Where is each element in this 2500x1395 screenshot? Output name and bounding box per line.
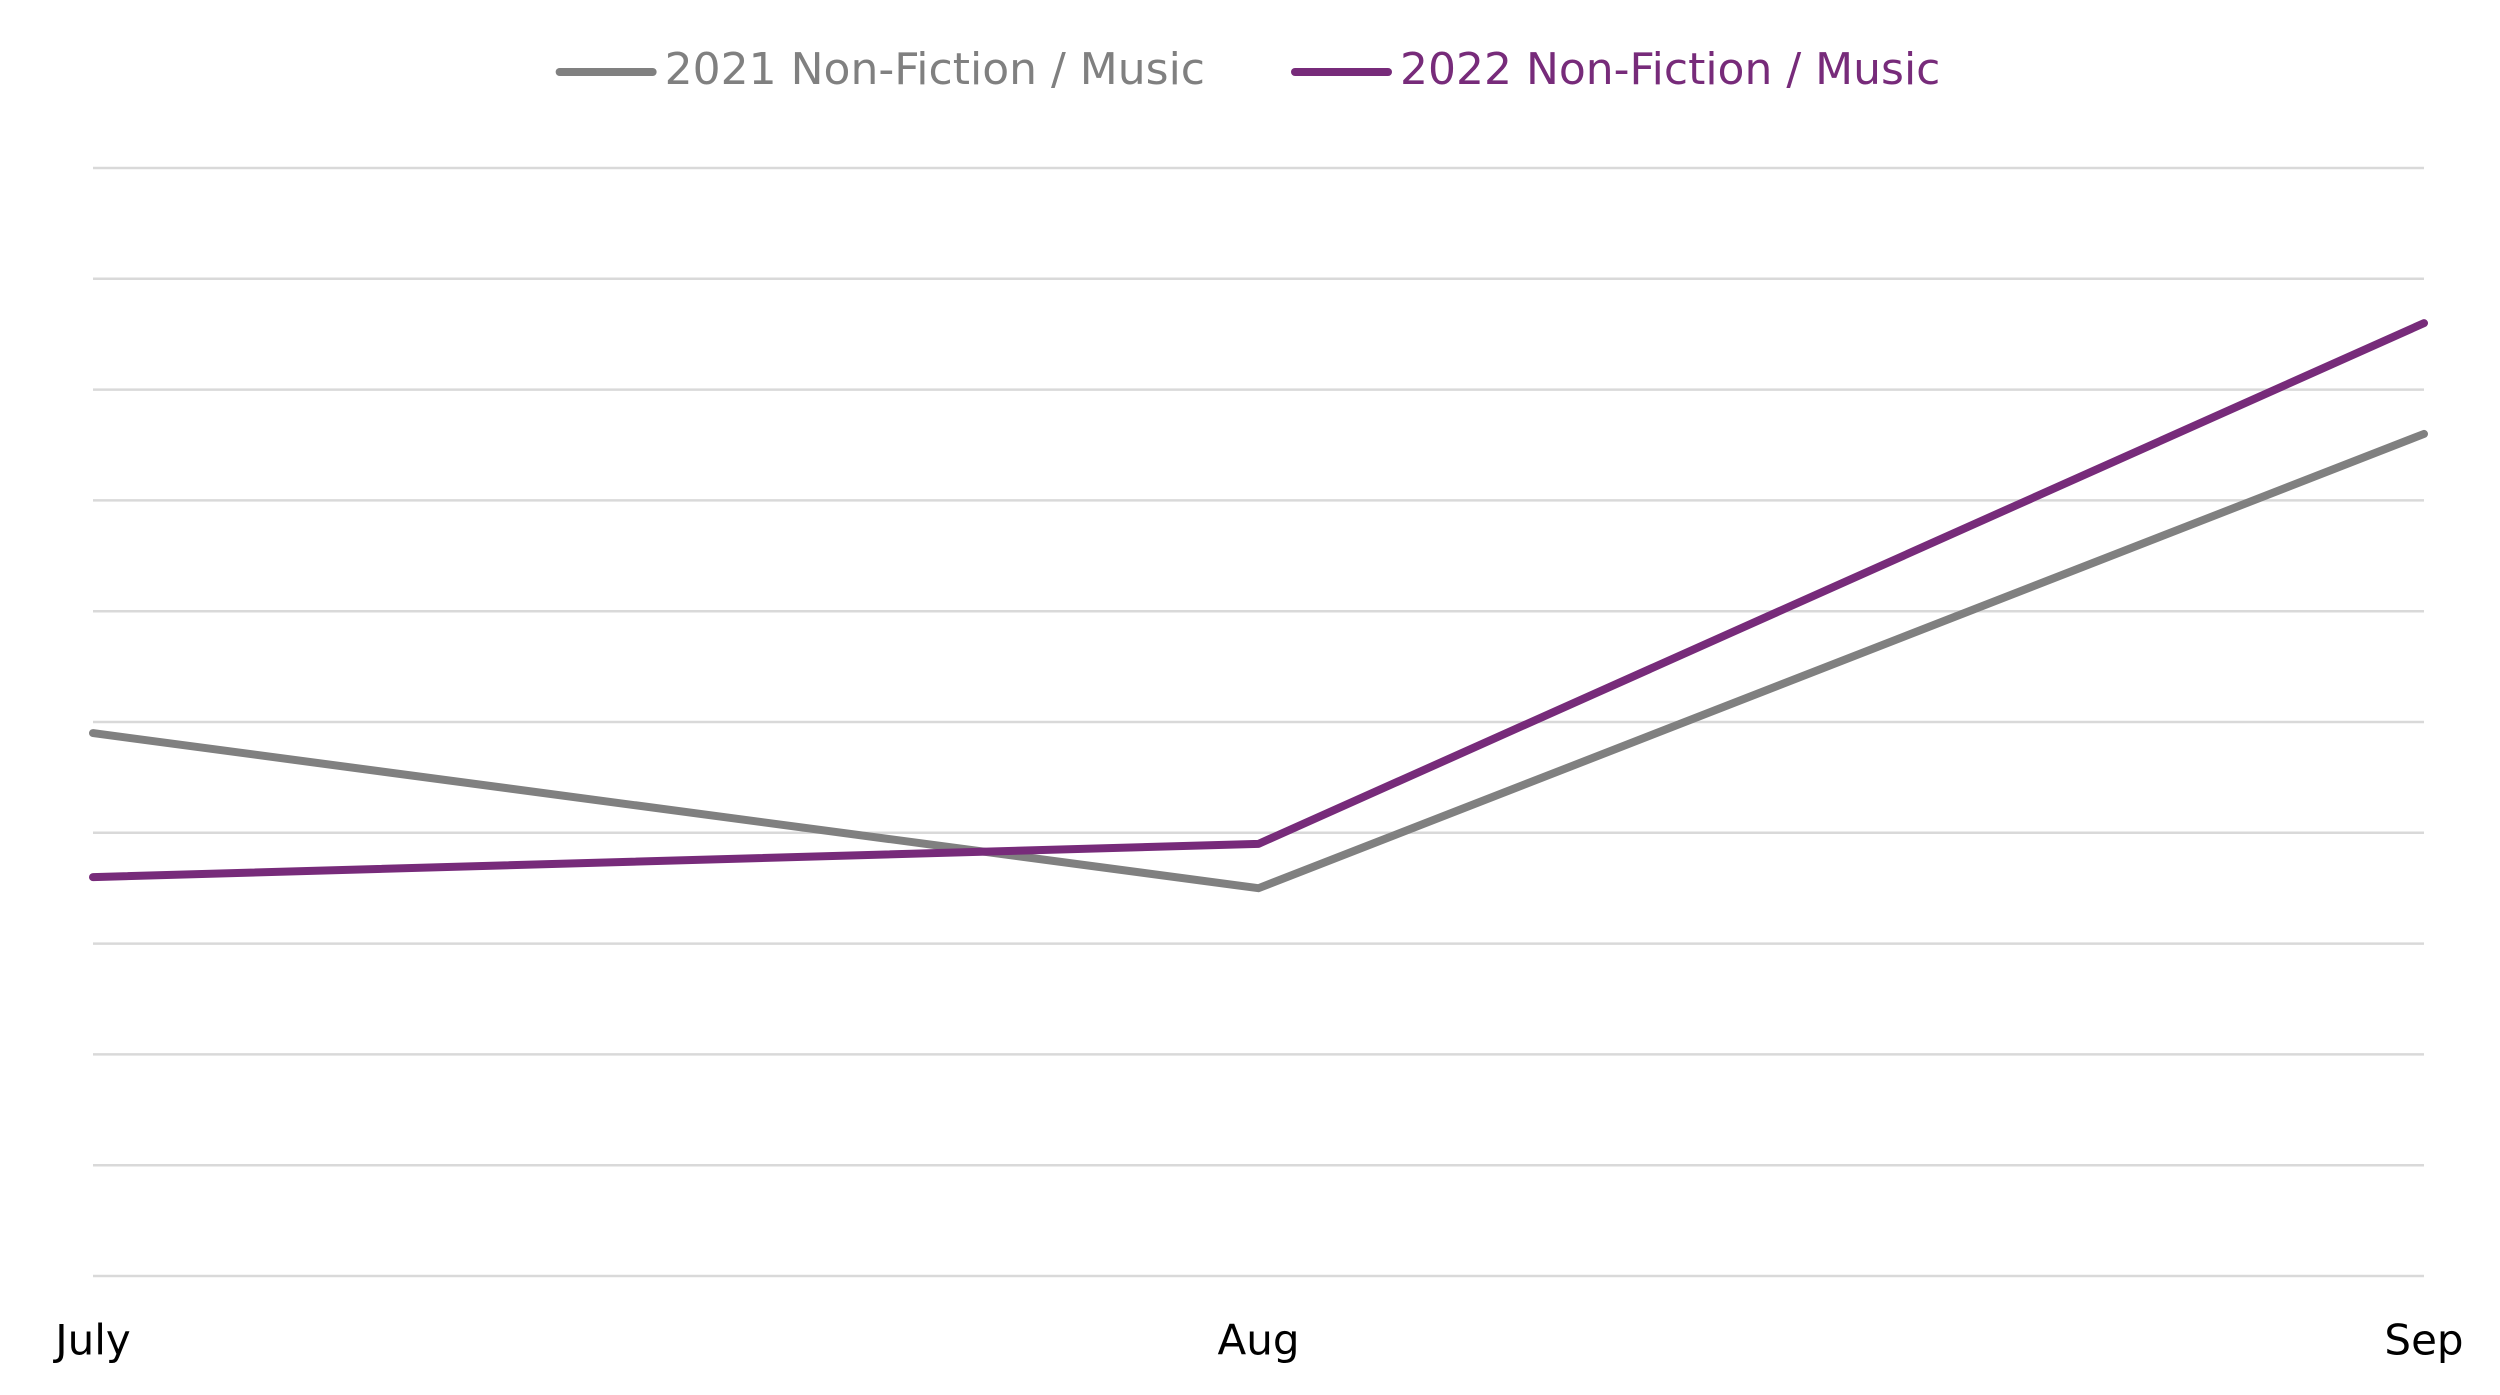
- line-series: [89, 429, 2428, 893]
- x-tick-label: July: [52, 1316, 131, 1365]
- line-series: [89, 319, 2428, 882]
- x-tick-label: Sep: [2384, 1316, 2463, 1365]
- x-tick-label: Aug: [1217, 1316, 1299, 1365]
- legend-label: 2021 Non-Fiction / Music: [665, 44, 1205, 95]
- legend-label: 2022 Non-Fiction / Music: [1400, 44, 1940, 95]
